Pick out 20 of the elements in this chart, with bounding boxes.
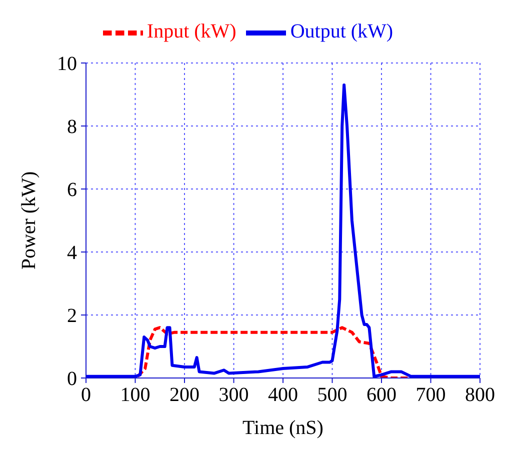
line-series (136, 326, 410, 378)
x-tick-label: 500 (317, 384, 348, 406)
y-axis-title: Power (kW) (18, 171, 40, 270)
y-tick-label: 8 (67, 116, 77, 138)
legend-label: Input (kW) (146, 20, 236, 43)
x-tick-label: 700 (416, 384, 446, 406)
y-tick-label: 10 (57, 53, 77, 76)
x-tick-label: 200 (170, 384, 200, 406)
y-tick-label: 0 (67, 368, 77, 390)
x-tick-label: 600 (366, 384, 396, 406)
x-tick-label: 800 (465, 384, 495, 406)
y-tick-label: 4 (67, 242, 77, 264)
x-tick-label: 400 (268, 384, 298, 406)
legend-label: Output (kW) (290, 20, 394, 43)
y-tick-label: 6 (67, 179, 77, 202)
x-axis-title: Time (nS) (242, 417, 324, 439)
y-tick-label: 2 (67, 305, 77, 328)
x-tick-label: 0 (81, 384, 91, 406)
x-tick-label: 100 (120, 384, 150, 406)
x-tick-label: 300 (218, 384, 249, 406)
